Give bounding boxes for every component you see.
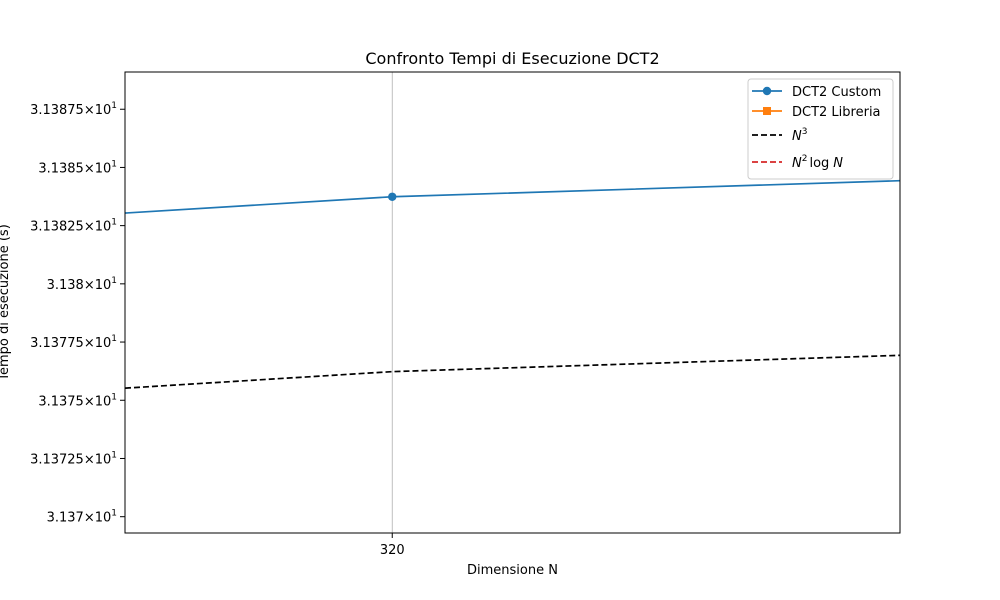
- legend-box: [747, 78, 894, 180]
- plot-frame: [124, 71, 901, 534]
- y-ticks: 3.137×101 3.13725×101 3.1375×101 3.13775×10…: [30, 101, 125, 526]
- y-tick-label: 3.13825×101: [30, 218, 117, 235]
- legend-marker-circle: [762, 86, 772, 96]
- x-axis-label: Dimensione N: [467, 563, 558, 578]
- chart-title: Confronto Tempi di Esecuzione DCT2: [365, 49, 659, 68]
- legend-label: N2 log N: [792, 154, 843, 171]
- marker-layer: [388, 192, 397, 201]
- y-tick-label: 3.13775×101: [30, 334, 117, 351]
- y-tick-label: 3.1385×101: [38, 159, 117, 176]
- data-point-marker: [388, 192, 397, 201]
- series-line: [125, 354, 900, 389]
- x-ticks: 320: [380, 533, 405, 558]
- y-tick-label: 3.1375×101: [38, 392, 117, 409]
- legend-items: DCT2 Custom DCT2 Libreria N3 N2 log N: [752, 85, 881, 171]
- legend-label: N3: [792, 127, 807, 144]
- legend: DCT2 Custom DCT2 Libreria N3 N2 log N: [747, 78, 894, 180]
- legend-marker-square: [763, 107, 771, 115]
- y-tick-label: 3.137×101: [47, 509, 117, 526]
- y-tick-label: 3.13725×101: [30, 450, 117, 467]
- y-tick-label: 3.138×101: [47, 276, 117, 293]
- y-axis-label: Tempo di esecuzione (s): [0, 224, 12, 382]
- y-tick-label: 3.13875×101: [30, 101, 117, 118]
- legend-label: DCT2 Libreria: [792, 105, 881, 120]
- x-tick-label: 320: [380, 543, 405, 558]
- legend-label: DCT2 Custom: [792, 85, 881, 100]
